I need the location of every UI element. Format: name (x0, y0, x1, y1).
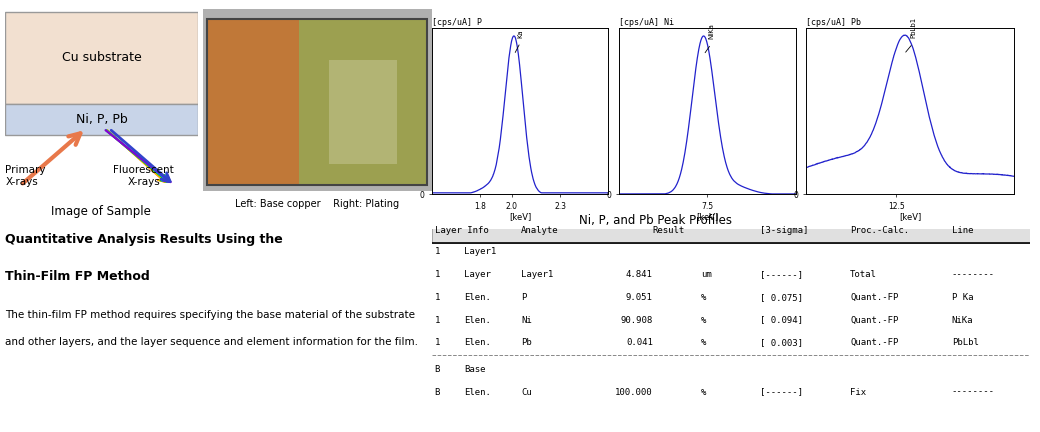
Bar (5, 104, 198, 135)
Text: [cps/uA] Ni: [cps/uA] Ni (619, 18, 674, 27)
Text: [cps/uA] Pb: [cps/uA] Pb (806, 18, 861, 27)
Text: Fluorescent
X-rays: Fluorescent X-rays (113, 165, 174, 187)
Text: Image of Sample: Image of Sample (51, 205, 152, 218)
Text: Analyte: Analyte (521, 226, 558, 235)
Text: 100.000: 100.000 (616, 388, 653, 397)
Text: Layer1: Layer1 (521, 270, 553, 279)
Text: PbLbl: PbLbl (952, 338, 979, 347)
Bar (207, 19, 298, 185)
Text: Quant.-FP: Quant.-FP (851, 315, 899, 324)
Text: [------]: [------] (760, 270, 804, 279)
Text: 1: 1 (435, 315, 440, 324)
Text: PbLb1: PbLb1 (910, 17, 916, 38)
Text: Line: Line (952, 226, 973, 235)
Text: Quantitative Analysis Results Using the: Quantitative Analysis Results Using the (5, 233, 283, 246)
Text: [3-sigma]: [3-sigma] (760, 226, 809, 235)
Text: Layer1: Layer1 (465, 247, 497, 256)
Text: P Ka: P Ka (952, 292, 973, 302)
Text: Cu substrate: Cu substrate (61, 51, 141, 64)
Text: 1: 1 (435, 247, 440, 256)
Text: %: % (701, 315, 706, 324)
Text: 1: 1 (435, 270, 440, 279)
Bar (207, 19, 427, 185)
Text: 4.841: 4.841 (626, 270, 653, 279)
Text: Cu: Cu (521, 388, 532, 397)
Text: Ni, P, and Pb Peak Profiles: Ni, P, and Pb Peak Profiles (578, 214, 732, 227)
Text: Elen.: Elen. (465, 315, 491, 324)
Bar (329, 60, 397, 164)
Text: Ni, P, Pb: Ni, P, Pb (76, 113, 127, 126)
Text: and other layers, and the layer sequence and element information for the film.: and other layers, and the layer sequence… (5, 337, 418, 346)
Bar (5, 12, 198, 104)
Text: %: % (701, 388, 706, 397)
Text: %: % (701, 338, 706, 347)
Bar (432, 220, 1030, 243)
Text: [ 0.075]: [ 0.075] (760, 292, 804, 302)
Text: NiKa: NiKa (708, 23, 714, 39)
Text: 1: 1 (435, 338, 440, 347)
Text: Quant.-FP: Quant.-FP (851, 338, 899, 347)
Text: Thin-Film FP Method: Thin-Film FP Method (5, 270, 150, 283)
Text: Elen.: Elen. (465, 338, 491, 347)
Text: NiKa: NiKa (952, 315, 973, 324)
Text: [------]: [------] (760, 388, 804, 397)
Text: P: P (521, 292, 526, 302)
Text: Proc.-Calc.: Proc.-Calc. (851, 226, 909, 235)
Text: Quant.-FP: Quant.-FP (851, 292, 899, 302)
Text: The thin-film FP method requires specifying the base material of the substrate: The thin-film FP method requires specify… (5, 310, 415, 320)
Text: um: um (701, 270, 711, 279)
Text: %: % (701, 292, 706, 302)
Text: Ka: Ka (517, 29, 523, 38)
Text: Base: Base (465, 365, 486, 374)
Bar (203, 9, 432, 191)
X-axis label: [keV]: [keV] (509, 213, 531, 222)
Text: Layer: Layer (465, 270, 491, 279)
Text: 1: 1 (435, 292, 440, 302)
Text: Total: Total (851, 270, 877, 279)
Bar (298, 19, 427, 185)
Text: B: B (435, 388, 440, 397)
Text: Ni: Ni (521, 315, 532, 324)
Text: 0.041: 0.041 (626, 338, 653, 347)
Text: 90.908: 90.908 (621, 315, 653, 324)
Text: 9.051: 9.051 (626, 292, 653, 302)
Text: --------: -------- (952, 388, 995, 397)
Text: --------: -------- (952, 270, 995, 279)
X-axis label: [keV]: [keV] (899, 213, 921, 222)
X-axis label: [keV]: [keV] (696, 213, 719, 222)
Text: B: B (435, 365, 440, 374)
Text: Pb: Pb (521, 338, 532, 347)
Text: [cps/uA] P: [cps/uA] P (432, 18, 482, 27)
Text: Elen.: Elen. (465, 292, 491, 302)
Text: Layer Info: Layer Info (435, 226, 489, 235)
Text: Primary
X-rays: Primary X-rays (5, 165, 46, 187)
Text: Result: Result (653, 226, 685, 235)
Text: Fix: Fix (851, 388, 866, 397)
Text: [ 0.094]: [ 0.094] (760, 315, 804, 324)
Text: [ 0.003]: [ 0.003] (760, 338, 804, 347)
Text: Elen.: Elen. (465, 388, 491, 397)
Text: Left: Base copper    Right: Plating: Left: Base copper Right: Plating (235, 199, 399, 209)
